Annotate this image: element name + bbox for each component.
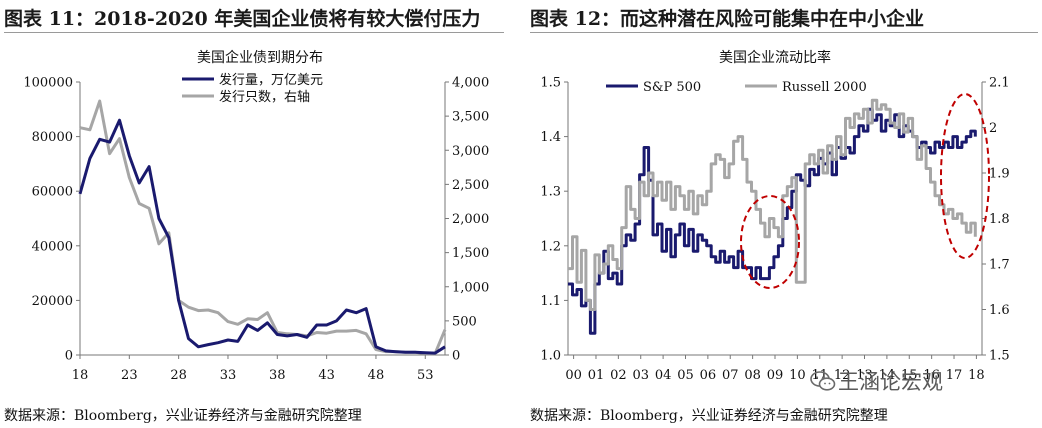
left-chart-title: 美国企业债到期分布 [197,49,323,66]
r-xtick-label: 07 [722,368,739,383]
right-chart-title: 美国企业流动比率 [719,49,831,66]
r-ytick-left-label: 1.0 [540,349,561,364]
r-series-navy-line [568,107,977,335]
r-xtick-label: 18 [968,368,985,383]
l-ytick-left-label: 20000 [32,294,73,309]
left-chart: 美国企业债到期分布 0 20000 40000 60000 80000 100000 0 5… [23,49,489,383]
r-ytick-right-label: 1.7 [989,258,1010,273]
right-chart: 美国企业流动比率 1.0 1.1 1.2 1.3 1.4 1.5 1.5 1.6 1.7 1.8… [540,49,1009,383]
r-ytick-left-label: 1.2 [540,239,561,254]
r-xtick-label: 14 [879,368,896,383]
left-source-note: 数据来源：Bloomberg，兴业证券经济与金融研究院整理 [4,408,362,424]
l-xtick-label: 33 [220,368,237,383]
r-ytick-right-label: 2.1 [989,76,1010,91]
right-figure-title: 图表 12：而这种潜在风险可能集中在中小企业 [530,8,925,30]
legend-count-label: 发行只数，右轴 [219,89,310,105]
r-xtick-label: 03 [632,368,649,383]
right-title-rule [530,32,1038,33]
r-ytick-right-label: 1.5 [989,349,1010,364]
legend-issuance-label: 发行量，万亿美元 [219,72,323,88]
l-ytick-right-label: 0 [452,349,460,364]
l-ytick-left-label: 100000 [23,76,73,91]
legend-sp500-label: S&P 500 [643,80,701,95]
l-xtick-label: 43 [318,368,335,383]
r-xtick-label: 08 [744,368,761,383]
r-xtick-label: 17 [946,368,963,383]
l-ytick-right-label: 3,000 [452,144,489,159]
r-ytick-left-label: 1.5 [540,76,561,91]
r-ytick-left-label: 1.1 [540,294,561,309]
l-ytick-right-label: 2,000 [452,212,489,227]
r-ytick-left-label: 1.4 [540,130,561,145]
r-xtick-label: 06 [700,368,717,383]
legend-russell-label: Russell 2000 [782,80,867,95]
r-xtick-label: 05 [677,368,694,383]
watermark-text: 王涵论宏观 [838,370,943,394]
l-xtick-label: 48 [368,368,385,383]
annotation-ellipse-2017 [940,93,990,259]
r-ytick-left-label: 1.3 [540,185,561,200]
r-ytick-right-label: 1.8 [989,212,1010,227]
l-ytick-left-label: 0 [65,349,73,364]
r-xtick-label: 12 [834,368,851,383]
l-ytick-left-label: 80000 [32,130,73,145]
l-ytick-left-label: 40000 [32,239,73,254]
l-ytick-right-label: 1,500 [452,246,489,261]
r-xtick-label: 00 [565,368,582,383]
r-xtick-label: 01 [588,368,605,383]
l-ytick-right-label: 3,500 [452,110,489,125]
l-series-gray-line [79,99,447,356]
l-xtick-label: 38 [269,368,286,383]
r-xtick-label: 02 [610,368,627,383]
r-xtick-label: 10 [789,368,806,383]
left-title-rule [4,32,504,33]
l-ytick-right-label: 4,000 [452,76,489,91]
l-xtick-label: 53 [417,368,434,383]
r-series-gray-line [568,98,977,311]
left-figure-title: 图表 11：2018-2020 年美国企业债将有较大偿付压力 [4,8,481,30]
r-ytick-right-label: 1.9 [989,167,1010,182]
l-xtick-label: 28 [170,368,187,383]
l-ytick-right-label: 2,500 [452,178,489,193]
r-xtick-label: 15 [901,368,918,383]
annotation-ellipse-2008 [740,195,800,289]
r-xtick-label: 13 [856,368,873,383]
r-xtick-label: 16 [923,368,940,383]
l-series-navy-line [78,118,446,355]
wechat-icon [810,371,836,391]
r-ytick-right-label: 1.6 [989,303,1010,318]
l-xtick-label: 23 [121,368,138,383]
l-xtick-label: 18 [72,368,89,383]
l-ytick-right-label: 1,000 [452,280,489,295]
r-xtick-label: 09 [767,368,784,383]
r-xtick-label: 04 [655,368,672,383]
l-ytick-right-label: 500 [452,314,477,329]
l-ytick-left-label: 60000 [32,185,73,200]
right-source-note: 数据来源：Bloomberg，兴业证券经济与金融研究院整理 [530,408,888,424]
r-ytick-right-label: 2 [989,121,997,136]
